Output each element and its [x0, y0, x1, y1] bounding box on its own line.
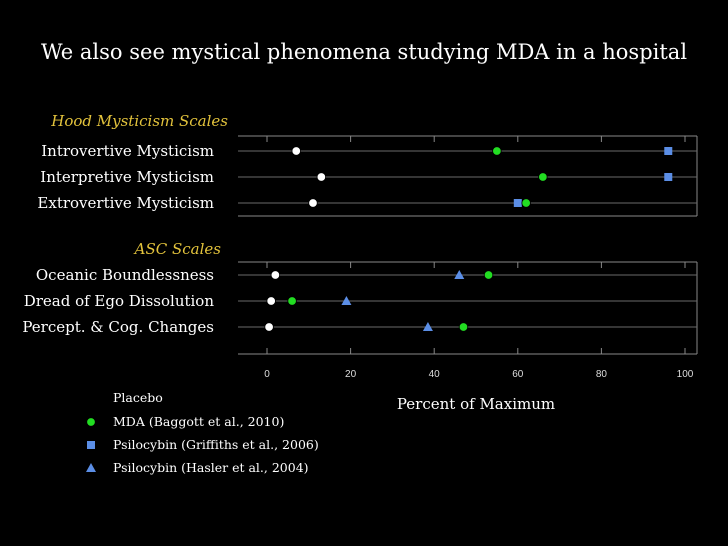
- x-tick-label: 0: [264, 369, 270, 380]
- x-tick-label: 80: [596, 369, 608, 380]
- x-tick-label: 60: [512, 369, 524, 380]
- legend-label: Psilocybin (Griffiths et al., 2006): [113, 437, 319, 452]
- psilocybin-hasler-point: [454, 270, 465, 279]
- psilocybin-hasler-point: [341, 296, 352, 305]
- slide-title: We also see mystical phenomena studying …: [40, 40, 688, 64]
- psilocybin-griffiths-point: [664, 173, 673, 181]
- x-tick-label: 40: [429, 369, 441, 380]
- row-label: Introvertive Mysticism: [41, 142, 214, 160]
- mda-point: [483, 270, 494, 280]
- placebo-point: [266, 296, 276, 306]
- legend-marker: [86, 463, 96, 472]
- psilocybin-griffiths-point: [664, 147, 673, 155]
- mda-point: [458, 322, 469, 332]
- mda-point: [492, 146, 502, 156]
- row-label: Extrovertive Mysticism: [37, 194, 214, 212]
- x-tick-label: 100: [677, 369, 694, 380]
- legend-label: MDA (Baggott et al., 2010): [113, 414, 284, 429]
- row-label: Percept. & Cog. Changes: [22, 318, 214, 336]
- mda-point: [287, 296, 297, 306]
- placebo-point: [316, 172, 327, 182]
- row-label: Oceanic Boundlessness: [36, 266, 214, 284]
- x-tick-label: 20: [345, 369, 357, 380]
- x-axis-title: Percent of Maximum: [397, 395, 555, 413]
- placebo-point: [308, 198, 318, 208]
- mda-point: [521, 198, 531, 208]
- legend-marker: [87, 441, 95, 449]
- legend-marker: [86, 417, 96, 427]
- legend-label: Placebo: [113, 390, 163, 405]
- row-label: Dread of Ego Dissolution: [24, 292, 215, 310]
- psilocybin-hasler-point: [422, 322, 433, 331]
- legend-label: Psilocybin (Hasler et al., 2004): [113, 460, 309, 475]
- psilocybin-griffiths-point: [513, 199, 522, 207]
- placebo-point: [270, 270, 281, 280]
- mda-point: [538, 172, 548, 182]
- panel-title: ASC Scales: [133, 240, 222, 258]
- panel-title: Hood Mysticism Scales: [50, 112, 228, 130]
- row-label: Interpretive Mysticism: [40, 168, 214, 186]
- placebo-point: [264, 322, 274, 332]
- placebo-point: [291, 146, 301, 156]
